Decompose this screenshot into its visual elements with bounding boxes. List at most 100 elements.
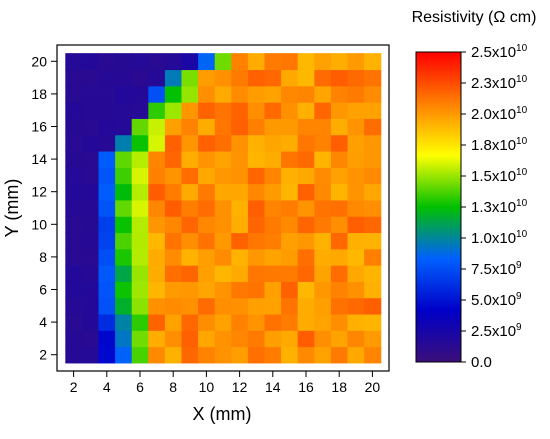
heatmap-cell [131, 69, 149, 87]
heatmap-cell [81, 69, 100, 87]
x-tick-label: 8 [169, 379, 177, 395]
heatmap-cell [198, 167, 216, 185]
heatmap-cell [264, 232, 282, 250]
heatmap-cell [214, 102, 232, 119]
heatmap-cell [115, 69, 133, 87]
heatmap-cell [115, 199, 133, 217]
heatmap-cell [148, 69, 166, 87]
heatmap-cell [164, 281, 183, 299]
heatmap-cell [181, 232, 199, 250]
heatmap-cell [98, 216, 116, 234]
heatmap-cell [247, 199, 266, 217]
heatmap-cell [131, 85, 149, 103]
heatmap-cell [198, 281, 216, 299]
heatmap-cell [347, 167, 365, 185]
heatmap-cell [214, 150, 232, 168]
heatmap-cell [347, 118, 365, 136]
heatmap-cell [115, 346, 133, 364]
heatmap-cell [81, 248, 100, 266]
heatmap-cell [115, 248, 133, 266]
heatmap-cell [65, 346, 83, 364]
heatmap-cell [247, 150, 266, 168]
heatmap-cell [115, 118, 133, 136]
heatmap-cell [347, 53, 365, 71]
heatmap-cell [198, 330, 216, 348]
heatmap-cell [181, 297, 199, 315]
heatmap-cell [347, 297, 365, 315]
colorbar-tick-label: 1.3x1010 [471, 198, 528, 216]
heatmap-cell [314, 53, 332, 71]
heatmap-cell [231, 265, 249, 282]
heatmap-cell [131, 167, 149, 185]
y-tick-label: 6 [39, 282, 47, 298]
heatmap-cell [148, 297, 166, 315]
heatmap-cell [214, 330, 232, 348]
heatmap-cell [65, 199, 83, 217]
heatmap-cell [131, 183, 149, 201]
heatmap-cell [131, 53, 149, 71]
heatmap-cell [364, 167, 382, 185]
heatmap-cell [65, 150, 83, 168]
x-axis-title: X (mm) [193, 404, 252, 424]
heatmap-cell [264, 53, 282, 71]
y-tick-label: 2 [39, 347, 47, 363]
heatmap-cell [148, 102, 166, 119]
heatmap-cell [330, 199, 349, 217]
heatmap-cell [247, 265, 266, 282]
heatmap-cell [264, 313, 282, 331]
heatmap-cell [281, 281, 299, 299]
heatmap-cell [198, 102, 216, 119]
heatmap-cell [81, 53, 100, 71]
heatmap-cell [297, 265, 315, 282]
heatmap-cell [81, 167, 100, 185]
heatmap-cell [81, 265, 100, 282]
heatmap-cell [181, 248, 199, 266]
heatmap-cell [65, 53, 83, 71]
colorbar-tick-label: 5.0x109 [471, 291, 522, 309]
heatmap-cell [364, 313, 382, 331]
heatmap-cell [131, 216, 149, 234]
heatmap-cell [131, 248, 149, 266]
heatmap-cell [247, 297, 266, 315]
heatmap-cell [281, 199, 299, 217]
heatmap-cell [181, 85, 199, 103]
heatmap-cell [198, 265, 216, 282]
heatmap-cell [264, 297, 282, 315]
heatmap-cell [181, 134, 199, 152]
x-tick-label: 20 [365, 379, 381, 395]
heatmap-cell [164, 265, 183, 282]
heatmap-cell [65, 134, 83, 152]
heatmap-cell [214, 118, 232, 136]
heatmap-cell [281, 232, 299, 250]
heatmap-cell [164, 248, 183, 266]
heatmap-cell [214, 346, 232, 364]
heatmap-cell [297, 118, 315, 136]
heatmap-cell [347, 265, 365, 282]
heatmap-cell [65, 248, 83, 266]
heatmap-cell [281, 69, 299, 87]
heatmap-cell [264, 183, 282, 201]
heatmap-cell [364, 85, 382, 103]
heatmap-cell [198, 216, 216, 234]
heatmap-cell [164, 297, 183, 315]
colorbar-tick-label: 2.0x1010 [471, 105, 528, 123]
heatmap-cell [115, 265, 133, 282]
heatmap-cell [148, 313, 166, 331]
heatmap-cell [131, 330, 149, 348]
colorbar-title: Resistivity (Ω cm) [412, 9, 537, 26]
heatmap-cell [164, 232, 183, 250]
heatmap-cell [281, 150, 299, 168]
heatmap-cell [364, 183, 382, 201]
heatmap-cell [98, 102, 116, 119]
heatmap-cell [81, 183, 100, 201]
heatmap-cell [81, 281, 100, 299]
heatmap-cell [364, 297, 382, 315]
heatmap-cell [164, 53, 183, 71]
heatmap-cell [164, 69, 183, 87]
heatmap-cell [164, 134, 183, 152]
heatmap-cell [264, 346, 282, 364]
heatmap-cell [314, 199, 332, 217]
heatmap-cell [81, 216, 100, 234]
heatmap-cell [330, 281, 349, 299]
heatmap-cell [98, 167, 116, 185]
